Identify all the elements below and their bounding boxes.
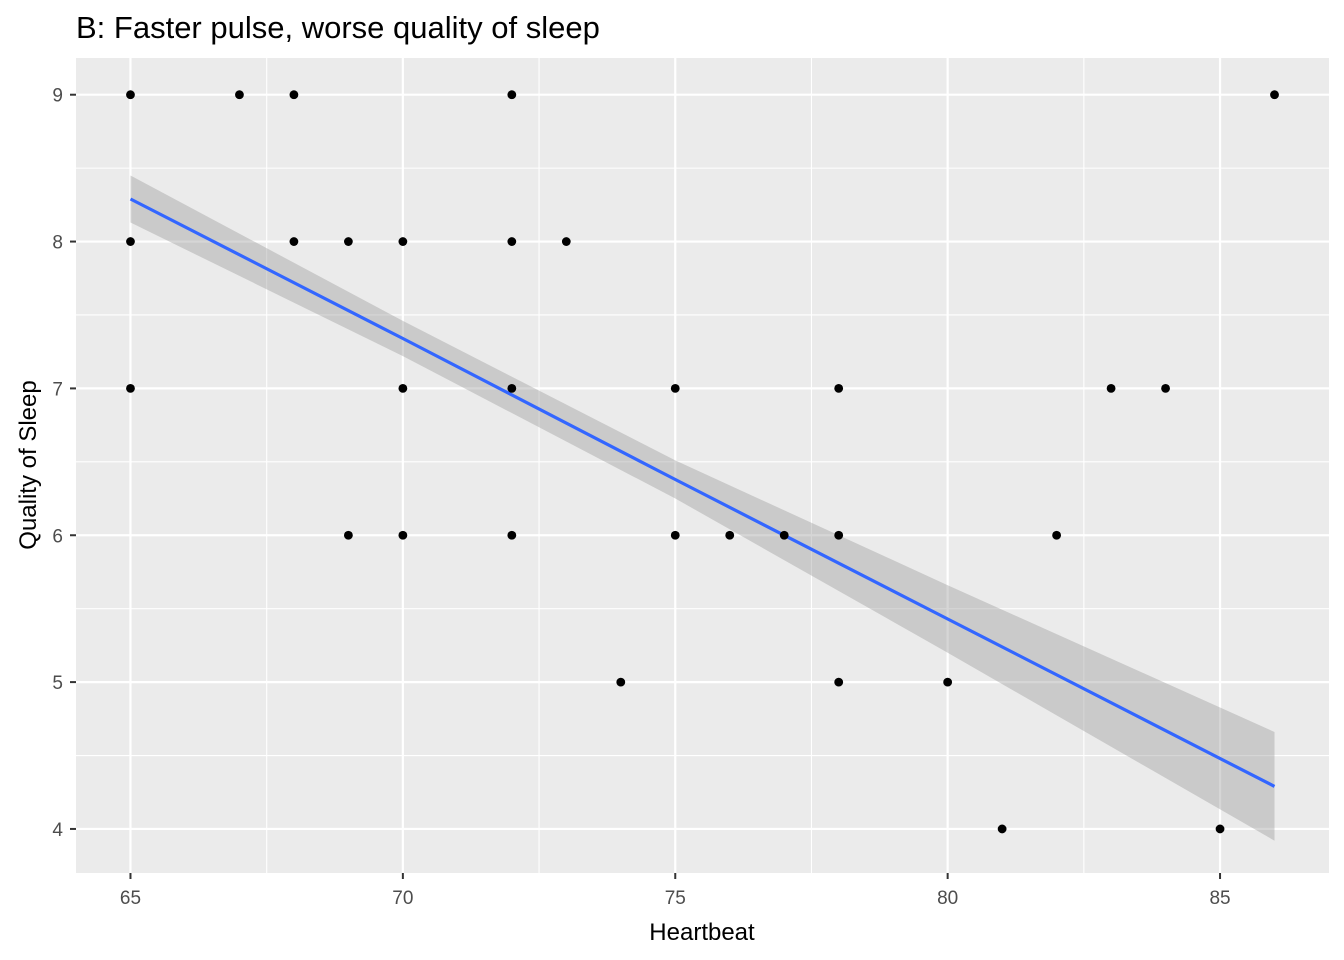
data-point bbox=[834, 530, 844, 540]
data-point bbox=[289, 90, 299, 100]
data-point bbox=[398, 237, 408, 246]
x-tick-label: 75 bbox=[665, 888, 686, 909]
data-point bbox=[343, 237, 353, 246]
y-tick-label: 9 bbox=[52, 86, 63, 107]
data-point bbox=[834, 384, 844, 393]
chart-title: B: Faster pulse, worse quality of sleep bbox=[76, 10, 600, 45]
data-point bbox=[507, 384, 517, 393]
data-point bbox=[1161, 384, 1170, 393]
data-point bbox=[725, 530, 735, 540]
data-point bbox=[1215, 824, 1225, 834]
x-tick-label: 65 bbox=[120, 888, 141, 909]
data-point bbox=[1106, 384, 1116, 393]
data-point bbox=[398, 384, 408, 393]
x-tick-label: 85 bbox=[1209, 888, 1230, 909]
y-tick-label: 6 bbox=[52, 526, 63, 547]
data-point bbox=[997, 824, 1007, 834]
data-point bbox=[235, 90, 244, 100]
minor-gridlines bbox=[76, 58, 1329, 873]
plot-panel bbox=[76, 58, 1329, 873]
x-axis: 65 70 75 80 85 bbox=[120, 873, 1231, 909]
data-point bbox=[1270, 90, 1279, 100]
data-point bbox=[834, 677, 844, 687]
data-point bbox=[507, 237, 517, 246]
data-point bbox=[779, 530, 789, 540]
data-point bbox=[343, 530, 353, 540]
data-point bbox=[398, 530, 408, 540]
data-point bbox=[670, 530, 680, 540]
regression-line bbox=[129, 197, 1276, 788]
data-point bbox=[670, 384, 680, 393]
regression-line-layer bbox=[129, 197, 1276, 788]
x-axis-title: Heartbeat bbox=[649, 919, 755, 946]
y-axis-title: Quality of Sleep bbox=[15, 380, 42, 549]
confidence-band-layer bbox=[130, 175, 1275, 841]
data-point bbox=[126, 237, 135, 246]
confidence-band bbox=[130, 175, 1275, 841]
data-point bbox=[126, 90, 135, 100]
data-point bbox=[561, 237, 571, 246]
y-tick-label: 5 bbox=[52, 673, 63, 694]
y-axis: 4 5 6 7 8 9 bbox=[52, 86, 76, 841]
data-point bbox=[289, 237, 299, 246]
y-tick-label: 7 bbox=[52, 379, 63, 400]
data-point bbox=[943, 677, 953, 687]
data-points bbox=[126, 90, 1279, 834]
major-gridlines bbox=[76, 58, 1329, 873]
y-tick-label: 8 bbox=[52, 233, 63, 254]
y-tick-label: 4 bbox=[52, 820, 63, 841]
data-point bbox=[616, 677, 626, 687]
x-tick-label: 80 bbox=[937, 888, 958, 909]
data-point bbox=[507, 530, 517, 540]
x-tick-label: 70 bbox=[392, 888, 413, 909]
data-point bbox=[507, 90, 517, 100]
data-point bbox=[1052, 530, 1062, 540]
data-point bbox=[126, 384, 135, 393]
